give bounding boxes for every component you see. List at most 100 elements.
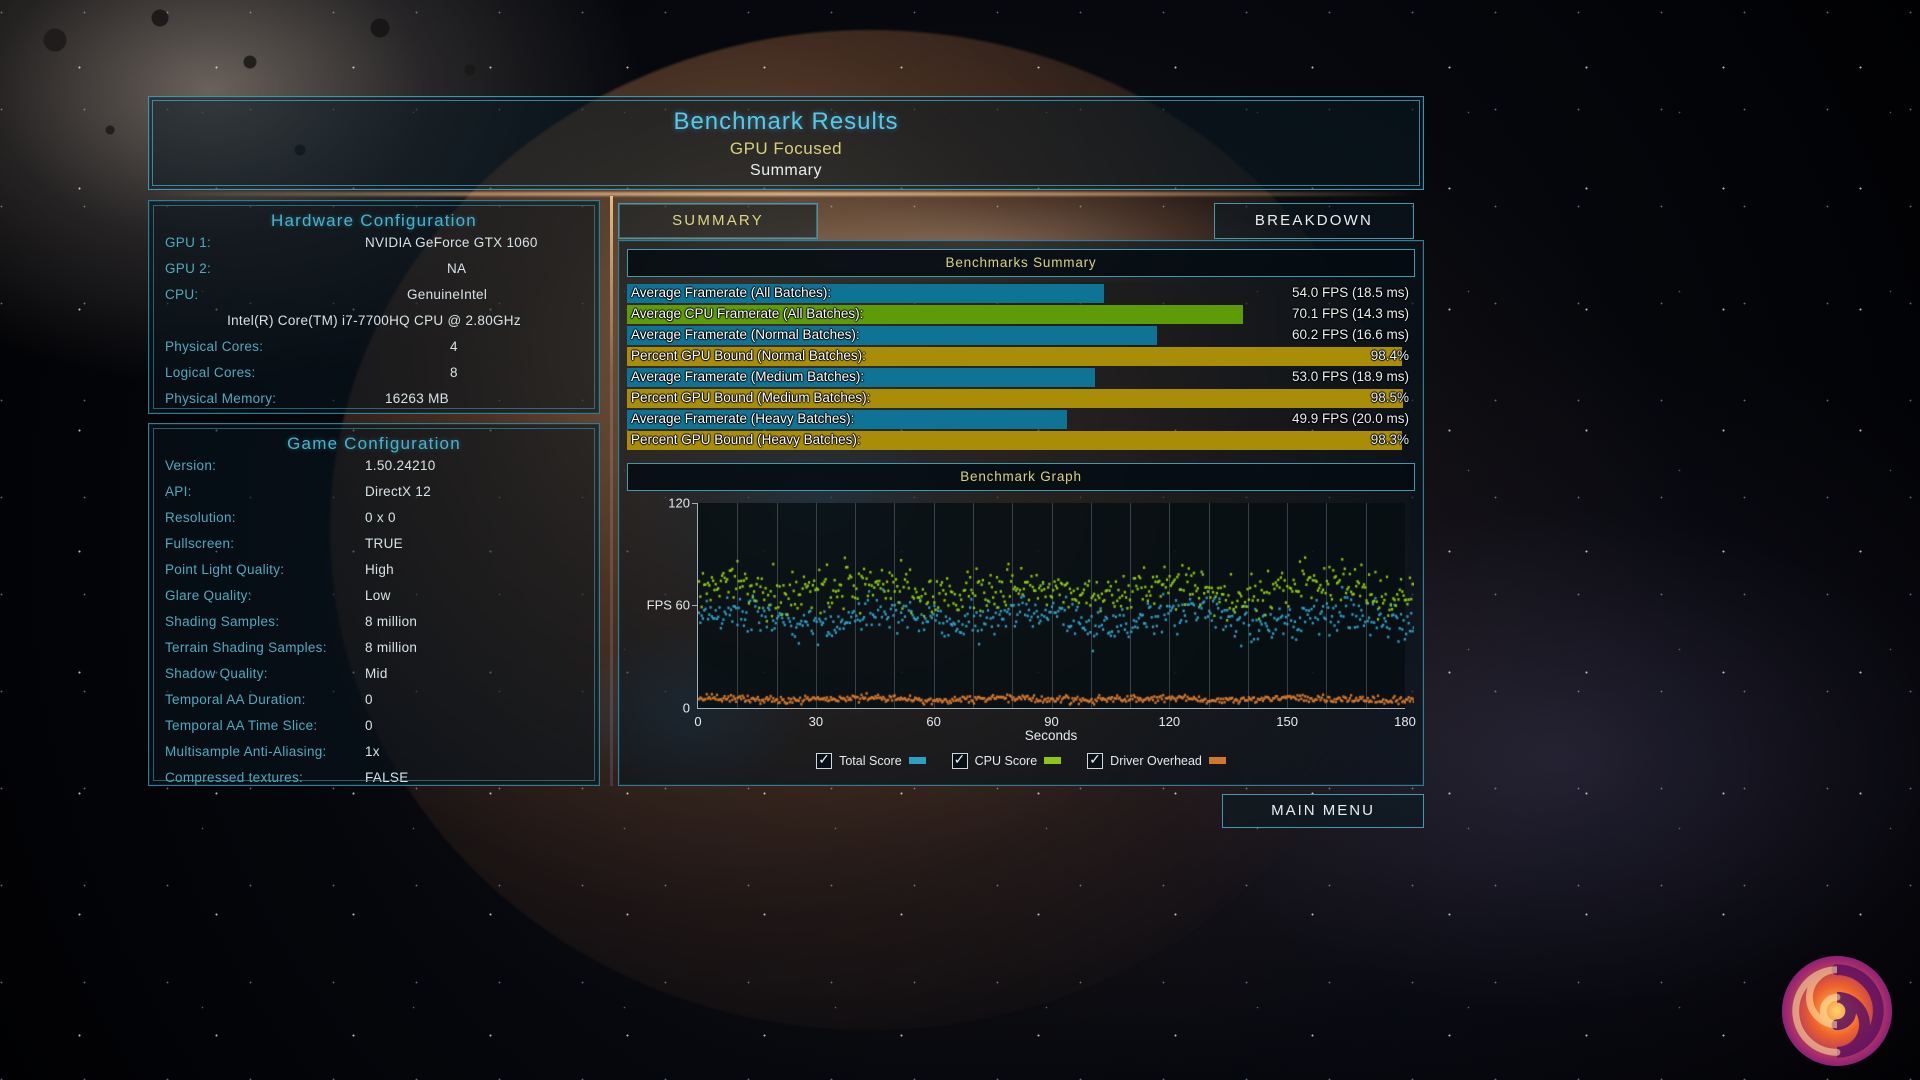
benchmarks-summary-header: Benchmarks Summary <box>627 249 1415 277</box>
benchmark-bar-fill <box>627 305 1244 324</box>
y-tick-label: 0 <box>682 700 690 715</box>
x-axis-title: Seconds <box>1024 727 1078 743</box>
game-config-key: Multisample Anti-Aliasing: <box>165 744 327 759</box>
game-config-value: Mid <box>365 666 388 681</box>
tab-breakdown[interactable]: BREAKDOWN <box>1214 203 1414 239</box>
game-config-row: Glare Quality: Low <box>165 588 583 614</box>
benchmark-graph-box: 0 30 60 90 120 150 180 0 FPS 60 120 Seconds Total… <box>627 495 1416 771</box>
game-config-key: Temporal AA Time Slice: <box>165 718 318 733</box>
benchmark-bar-fill <box>627 326 1157 345</box>
x-tick-label: 150 <box>1276 713 1299 729</box>
x-tick-label: 30 <box>808 713 824 729</box>
results-content-panel: Benchmarks Summary Average Framerate (Al… <box>618 240 1424 786</box>
game-config-key: Resolution: <box>165 510 236 525</box>
results-header-panel: Benchmark Results GPU Focused Summary <box>148 96 1424 190</box>
game-config-value: 1x <box>365 744 380 759</box>
page-subtitle-mode: GPU Focused <box>729 139 843 158</box>
benchmark-bar-value: 98.5% <box>1370 390 1409 405</box>
hardware-kv-list: GPU 1: NVIDIA GeForce GTX 1060 GPU 2: NA… <box>149 231 599 417</box>
game-configuration-panel: Game Configuration Version: 1.50.24210 API… <box>148 423 600 786</box>
legend-item-total-score[interactable]: Total Score <box>816 751 926 769</box>
x-tick-label: 90 <box>1044 713 1059 729</box>
benchmark-bar-label: Percent GPU Bound (Heavy Batches): <box>631 432 861 447</box>
game-config-value: 0 <box>365 718 373 733</box>
game-config-row: API: DirectX 12 <box>165 484 583 510</box>
checkbox-icon[interactable] <box>816 751 833 769</box>
legend-item-cpu-score[interactable]: CPU Score <box>951 751 1062 769</box>
legend-label: Total Score <box>839 753 902 768</box>
game-config-row: Fullscreen: TRUE <box>165 536 583 562</box>
hardware-value: NA <box>447 261 467 276</box>
game-config-value: 8 million <box>365 640 418 655</box>
tab-summary[interactable]: SUMMARY <box>618 203 818 239</box>
game-config-row: Shading Samples: 8 million <box>165 614 583 640</box>
game-config-row: Multisample Anti-Aliasing: 1x <box>165 744 583 770</box>
benchmark-bar-fill <box>627 284 1104 303</box>
benchmark-bar-fill <box>627 410 1068 429</box>
hardware-value: 4 <box>450 339 458 354</box>
game-config-value: 0 x 0 <box>365 510 396 525</box>
legend-label: Driver Overhead <box>1110 753 1202 768</box>
benchmark-bar-fill <box>627 431 1402 450</box>
legend-color-swatch <box>1044 757 1062 764</box>
hardware-key: CPU: <box>165 287 199 302</box>
hardware-configuration-panel: Hardware Configuration GPU 1: NVIDIA GeF… <box>148 200 600 414</box>
benchmark-bar-row: Percent GPU Bound (Normal Batches): 98.4% <box>627 346 1415 367</box>
benchmark-bar-value: 60.2 FPS (16.6 ms) <box>1291 327 1409 342</box>
hardware-value: GenuineIntel <box>407 287 488 302</box>
benchmark-plot-area: 0 30 60 90 120 150 180 0 FPS 60 120 <box>647 495 1416 729</box>
game-config-key: Fullscreen: <box>165 536 235 551</box>
benchmark-graph-section: Benchmark Graph 0 30 60 90 120 150 180 0 FPS 60 1… <box>627 462 1416 771</box>
legend-color-swatch <box>908 757 926 764</box>
benchmark-bar-row: Average Framerate (Medium Batches): 53.0 … <box>627 367 1415 388</box>
game-config-value: 0 <box>365 692 373 707</box>
game-config-row: Shadow Quality: Mid <box>165 666 583 692</box>
hardware-row-physical-cores: Physical Cores: 4 <box>165 339 583 365</box>
benchmark-bar-label: Percent GPU Bound (Normal Batches): <box>631 348 866 363</box>
hardware-value: 8 <box>450 365 458 380</box>
graph-legend: Total Score CPU Score Driver Overhead <box>627 751 1415 769</box>
checkbox-icon[interactable] <box>951 751 968 769</box>
benchmark-bar-label: Average Framerate (Medium Batches): <box>631 369 865 384</box>
hardware-value: 16263 MB <box>385 391 449 406</box>
game-config-key: Version: <box>165 458 217 473</box>
game-config-value: 1.50.24210 <box>365 458 436 473</box>
game-config-row: Terrain Shading Samples: 8 million <box>165 640 583 666</box>
legend-item-driver-overhead[interactable]: Driver Overhead <box>1087 751 1226 769</box>
page-title: Benchmark Results <box>673 108 899 135</box>
hardware-row-logical-cores: Logical Cores: 8 <box>165 365 583 391</box>
y-tick-mark <box>692 502 698 504</box>
hardware-row-gpu1: GPU 1: NVIDIA GeForce GTX 1060 <box>165 235 583 261</box>
hardware-row-gpu2: GPU 2: NA <box>165 261 583 287</box>
benchmark-bar-value: 98.4% <box>1370 348 1409 363</box>
main-menu-button[interactable]: MAIN MENU <box>1222 794 1424 828</box>
game-config-key: API: <box>165 484 192 499</box>
hardware-key: GPU 2: <box>165 261 212 276</box>
hardware-row-cpu-detail: Intel(R) Core(TM) i7-7700HQ CPU @ 2.80GH… <box>165 313 583 339</box>
game-kv-list: Version: 1.50.24210 API: DirectX 12 Resoluti… <box>149 454 599 796</box>
column-separator <box>610 196 613 786</box>
benchmark-bar-row: Average Framerate (Normal Batches): 60.2 … <box>627 325 1415 346</box>
benchmark-bar-label: Average Framerate (All Batches): <box>631 285 832 300</box>
game-config-value: High <box>365 562 394 577</box>
benchmark-bar-row: Percent GPU Bound (Medium Batches): 98.5% <box>627 388 1415 409</box>
game-config-key: Terrain Shading Samples: <box>165 640 327 655</box>
benchmark-bar-label: Percent GPU Bound (Medium Batches): <box>631 390 871 405</box>
game-logo-icon <box>1781 955 1893 1067</box>
benchmark-graph-header: Benchmark Graph <box>627 462 1415 491</box>
hardware-key: GPU 1: <box>165 235 212 250</box>
hardware-key: Physical Memory: <box>165 391 277 406</box>
benchmark-bar-value: 53.0 FPS (18.9 ms) <box>1291 369 1409 384</box>
game-config-row: Point Light Quality: High <box>165 562 583 588</box>
game-config-value: FALSE <box>365 770 409 785</box>
benchmarks-summary-bars: Average Framerate (All Batches): 54.0 FPS… <box>627 283 1415 451</box>
hardware-value: NVIDIA GeForce GTX 1060 <box>365 235 538 250</box>
game-config-row: Compressed textures: FALSE <box>165 770 583 796</box>
checkbox-icon[interactable] <box>1087 751 1104 769</box>
legend-color-swatch <box>1208 757 1226 764</box>
game-config-key: Shading Samples: <box>165 614 280 629</box>
y-tick-label: 120 <box>668 495 690 510</box>
hardware-row-physical-memory: Physical Memory: 16263 MB <box>165 391 583 417</box>
benchmark-bar-row: Average Framerate (All Batches): 54.0 FPS… <box>627 283 1415 304</box>
benchmark-bar-value: 70.1 FPS (14.3 ms) <box>1291 306 1409 321</box>
